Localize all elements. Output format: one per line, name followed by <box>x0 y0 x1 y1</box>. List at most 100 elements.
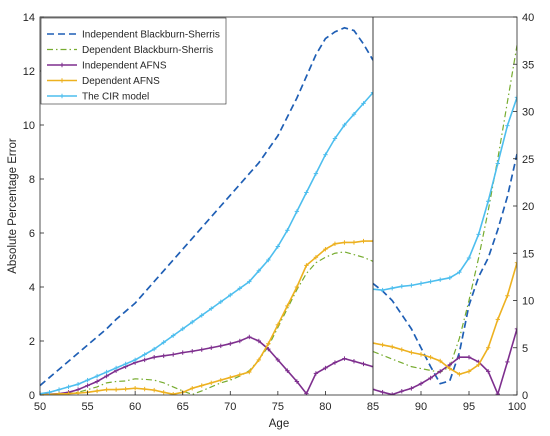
left-series-line-dependent-blackburn-sherris <box>40 251 373 395</box>
right-point-dependent-afns-87 <box>390 344 395 350</box>
left-point-dependent-afns-77 <box>294 284 300 290</box>
left-series-line-independent-afns <box>40 336 373 395</box>
right-point-dependent-afns-88 <box>399 347 404 352</box>
right-y-tick-label-5: 5 <box>522 343 528 355</box>
left-point-dependent-afns-73 <box>256 357 262 363</box>
right-point-dependent-afns-96 <box>476 362 481 367</box>
left-point-independent-afns-82 <box>342 356 347 361</box>
left-point-the-cir-model-60 <box>132 357 138 363</box>
right-point-the-cir-model-95 <box>466 255 472 261</box>
left-point-dependent-afns-69 <box>218 377 223 383</box>
right-point-dependent-afns-99 <box>505 293 510 298</box>
left-point-dependent-afns-81 <box>332 241 338 246</box>
left-point-dependent-afns-79 <box>313 255 319 260</box>
left-point-dependent-afns-62 <box>151 387 157 393</box>
left-point-dependent-afns-84 <box>361 238 366 244</box>
left-y-tick-label-14: 14 <box>23 12 35 24</box>
legend-label-independent-afns: Independent AFNS <box>82 61 167 72</box>
right-point-the-cir-model-92 <box>438 277 443 282</box>
left-point-dependent-afns-76 <box>285 303 290 309</box>
right-point-the-cir-model-94 <box>457 269 462 275</box>
left-point-dependent-afns-57 <box>104 387 109 392</box>
left-point-independent-afns-74 <box>266 346 271 352</box>
left-point-dependent-afns-71 <box>237 372 242 377</box>
left-point-independent-afns-85 <box>370 364 373 369</box>
left-point-dependent-afns-82 <box>342 240 347 245</box>
left-point-the-cir-model-62 <box>151 346 157 352</box>
legend-box <box>40 17 227 105</box>
left-point-independent-afns-56 <box>94 379 100 384</box>
left-point-dependent-afns-56 <box>94 388 100 394</box>
left-point-the-cir-model-79 <box>313 171 319 176</box>
left-point-independent-afns-71 <box>237 338 242 344</box>
left-point-independent-afns-72 <box>247 334 252 340</box>
right-point-independent-afns-87 <box>390 392 395 395</box>
left-x-tick-label-60: 60 <box>129 401 141 413</box>
left-point-dependent-afns-72 <box>247 369 252 375</box>
left-x-tick-label-65: 65 <box>177 401 189 413</box>
legend-label-dependent-afns: Dependent AFNS <box>82 76 160 87</box>
legend-label-the-cir-model: The CIR model <box>82 92 149 103</box>
legend: Independent Blackburn-Sherris Dependent B… <box>40 17 227 105</box>
left-point-the-cir-model-50 <box>40 391 43 395</box>
left-point-dependent-afns-61 <box>142 386 147 392</box>
y-axis-label: Absolute Percentage Error <box>7 138 19 274</box>
legend-item-dependent-afns: Dependent AFNS <box>47 76 160 87</box>
right-point-the-cir-model-91 <box>428 279 433 284</box>
left-point-the-cir-model-85 <box>370 90 373 95</box>
left-x-tick-label-80: 80 <box>319 401 331 413</box>
left-point-independent-afns-84 <box>361 361 366 367</box>
legend-item-dependent-blackburn-sherris: Dependent Blackburn-Sherris <box>47 45 213 56</box>
left-point-the-cir-model-71 <box>237 286 242 291</box>
right-point-independent-afns-94 <box>457 355 462 360</box>
right-point-the-cir-model-99 <box>505 123 510 128</box>
right-point-dependent-afns-92 <box>438 358 443 364</box>
right-y-tick-label-20: 20 <box>522 201 534 213</box>
right-point-dependent-afns-100 <box>514 260 517 265</box>
left-point-independent-afns-77 <box>294 379 300 384</box>
left-point-independent-afns-83 <box>351 359 357 364</box>
right-point-the-cir-model-85 <box>373 286 376 292</box>
left-point-the-cir-model-72 <box>247 279 252 284</box>
left-point-independent-afns-64 <box>171 352 176 357</box>
right-point-dependent-afns-85 <box>373 340 376 346</box>
left-point-independent-afns-79 <box>313 371 319 376</box>
left-point-dependent-afns-63 <box>161 390 166 395</box>
right-point-independent-afns-93 <box>447 362 452 367</box>
right-y-tick-label-0: 0 <box>522 390 528 402</box>
left-point-dependent-afns-54 <box>75 390 81 395</box>
right-y-tick-label-25: 25 <box>522 154 534 166</box>
left-x-tick-label-50: 50 <box>34 401 46 413</box>
left-point-the-cir-model-69 <box>218 299 223 305</box>
right-point-dependent-afns-89 <box>409 350 414 355</box>
left-point-the-cir-model-73 <box>256 268 262 273</box>
left-point-the-cir-model-81 <box>332 136 338 141</box>
left-point-independent-afns-80 <box>323 365 328 371</box>
left-point-independent-afns-73 <box>256 338 262 344</box>
right-point-the-cir-model-96 <box>476 232 481 237</box>
right-point-the-cir-model-89 <box>409 283 414 288</box>
left-point-independent-afns-65 <box>180 350 185 355</box>
right-series-line-dependent-afns <box>373 262 517 376</box>
left-point-the-cir-model-84 <box>361 101 366 106</box>
left-y-tick-label-8: 8 <box>29 174 35 186</box>
right-series-line-independent-afns <box>373 328 517 395</box>
left-point-dependent-afns-60 <box>132 386 138 391</box>
left-point-the-cir-model-68 <box>209 306 214 311</box>
left-point-dependent-afns-53 <box>66 391 71 395</box>
left-point-the-cir-model-55 <box>85 377 90 383</box>
left-y-tick-label-6: 6 <box>29 228 35 240</box>
right-point-the-cir-model-98 <box>495 161 500 166</box>
right-point-the-cir-model-100 <box>514 95 517 100</box>
left-point-the-cir-model-75 <box>275 244 281 249</box>
right-point-the-cir-model-90 <box>418 281 424 286</box>
right-y-tick-label-10: 10 <box>522 296 534 308</box>
left-point-dependent-afns-58 <box>113 387 119 392</box>
legend-item-independent-blackburn-sherris: Independent Blackburn-Sherris <box>47 30 220 41</box>
left-point-independent-afns-67 <box>199 347 204 352</box>
left-y-tick-label-0: 0 <box>29 390 35 402</box>
left-point-the-cir-model-52 <box>56 387 62 392</box>
right-y-tick-label-15: 15 <box>522 248 534 260</box>
left-point-the-cir-model-83 <box>351 112 357 117</box>
